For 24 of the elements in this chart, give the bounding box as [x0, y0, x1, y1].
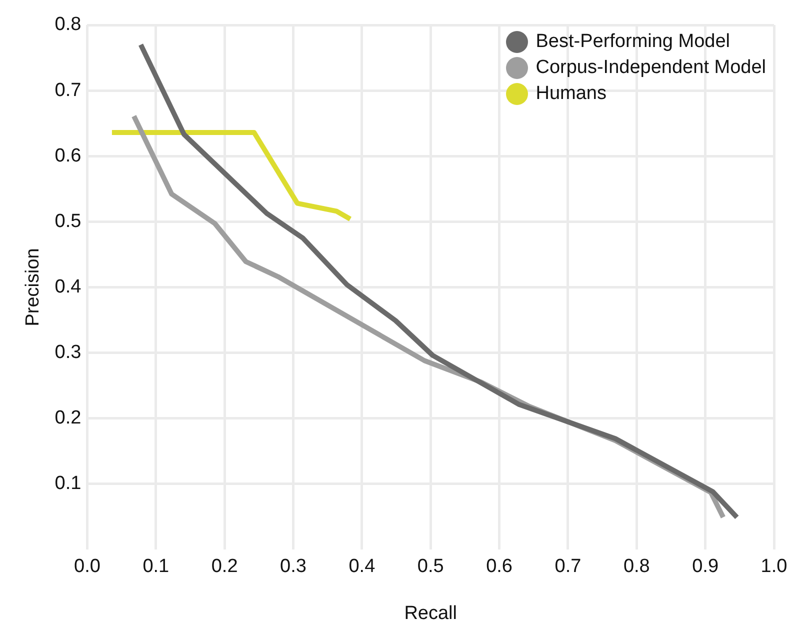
- y-tick-label: 0.1: [54, 473, 82, 494]
- y-tick-label: 0.2: [54, 408, 82, 429]
- x-axis-title: Recall: [404, 602, 458, 624]
- x-tick-label: 0.4: [348, 556, 376, 578]
- y-tick-label: 0.4: [54, 276, 82, 298]
- legend-label: Corpus-Independent Model: [536, 57, 766, 79]
- y-tick-label: 0.7: [54, 80, 82, 101]
- y-tick-label: 0.5: [54, 210, 82, 232]
- x-tick-label: 0.9: [692, 556, 719, 578]
- x-tick-label: 0.6: [486, 556, 512, 578]
- x-tick-label: 0.8: [623, 556, 650, 578]
- x-tick-label: 0.5: [417, 556, 444, 578]
- y-tick-label: 0.6: [54, 145, 82, 166]
- y-tick-label: 0.8: [54, 14, 82, 36]
- y-tick-label: 0.3: [54, 342, 82, 363]
- x-tick-label: 0.3: [280, 556, 306, 578]
- x-tick-label: 1.0: [760, 556, 788, 578]
- legend-label: Best-Performing Model: [536, 31, 730, 53]
- y-axis-title: Precision: [22, 248, 44, 326]
- legend-label: Humans: [536, 83, 606, 105]
- x-tick-label: 0.7: [554, 556, 582, 578]
- x-tick-label: 0.2: [211, 556, 238, 578]
- x-tick-label: 0.0: [74, 556, 100, 578]
- x-tick-label: 0.1: [142, 556, 170, 578]
